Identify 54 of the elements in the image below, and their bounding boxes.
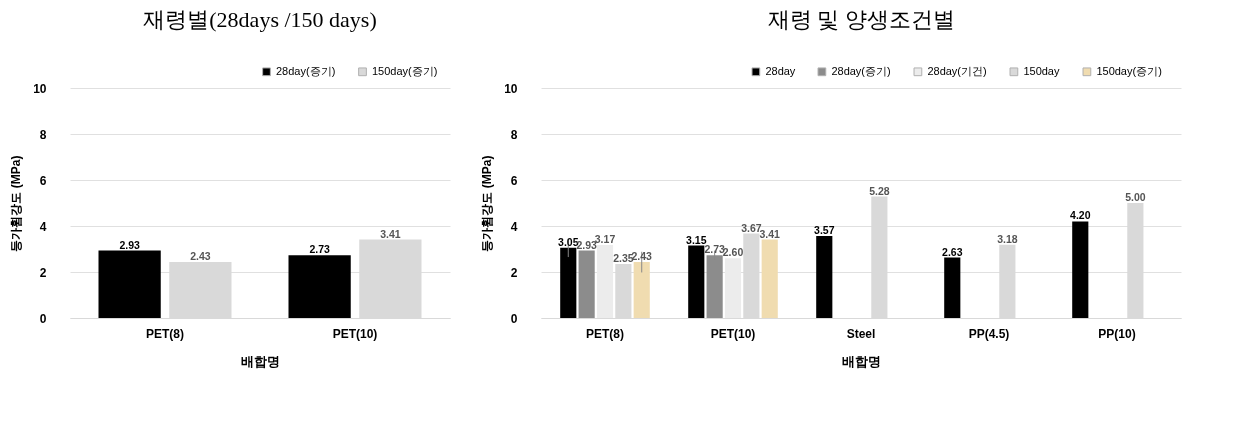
x-tick-label: PP(10) (1098, 326, 1136, 341)
legend-label: 150day (1023, 64, 1060, 77)
y-tick-label: 10 (504, 81, 518, 96)
bar (706, 255, 723, 318)
chart-title: 재령별(28days /150 days) (143, 7, 377, 32)
legend-label: 28day(증기) (276, 64, 336, 77)
y-tick-label: 6 (39, 173, 47, 188)
x-tick-label: PP(4.5) (968, 326, 1010, 341)
legend-label: 28day(기건) (927, 64, 987, 77)
chart-title: 재령 및 양생조건별 (767, 7, 955, 32)
data-label: 2.63 (942, 245, 963, 258)
x-axis-title: 배합명 (842, 353, 881, 369)
data-label: 3.18 (997, 232, 1018, 245)
y-tick-label: 8 (39, 127, 47, 142)
y-tick-label: 2 (39, 265, 47, 280)
x-tick-label: Steel (846, 326, 876, 341)
bar (688, 245, 705, 318)
y-tick-label: 8 (510, 127, 518, 142)
bar (761, 239, 778, 318)
bar (560, 247, 577, 318)
data-label: 3.57 (814, 223, 835, 236)
legend-label: 28day(증기) (831, 64, 891, 77)
legend-label: 150day(증기) (1096, 64, 1162, 77)
bar (816, 235, 833, 318)
y-tick-label: 4 (510, 219, 518, 234)
data-label: 3.67 (741, 221, 762, 234)
legend-label: 150day(증기) (372, 64, 438, 77)
data-label: 3.41 (759, 227, 781, 240)
y-tick-label: 0 (39, 311, 47, 326)
y-axis-title: 등가휨강도 (MPa) (480, 155, 495, 252)
y-tick-label: 10 (33, 81, 47, 96)
data-label: 3.15 (686, 233, 707, 246)
legend-label: 28day (765, 64, 796, 77)
data-label: 5.28 (869, 184, 890, 197)
bar (944, 257, 961, 318)
y-tick-label: 2 (510, 265, 518, 280)
x-axis-title: 배합명 (241, 353, 280, 369)
data-label: 2.73 (309, 243, 331, 256)
data-label: 5.00 (1125, 191, 1146, 203)
bar (633, 262, 650, 318)
bar (1072, 221, 1089, 318)
bar (578, 250, 595, 318)
data-label: 4.20 (1070, 209, 1091, 222)
x-tick-label: PET(8) (145, 326, 185, 341)
x-tick-label: PET(10) (332, 326, 378, 341)
y-tick-label: 0 (510, 311, 518, 326)
x-tick-label: PET(10) (710, 326, 756, 341)
x-tick-label: PET(8) (585, 326, 625, 341)
data-label: 2.93 (119, 238, 141, 251)
data-label: 3.41 (380, 227, 401, 240)
y-tick-label: 4 (39, 219, 47, 234)
y-tick-label: 6 (510, 173, 518, 188)
data-label: 2.43 (190, 250, 211, 263)
y-axis-title: 등가휨강도 (MPa) (9, 155, 24, 252)
